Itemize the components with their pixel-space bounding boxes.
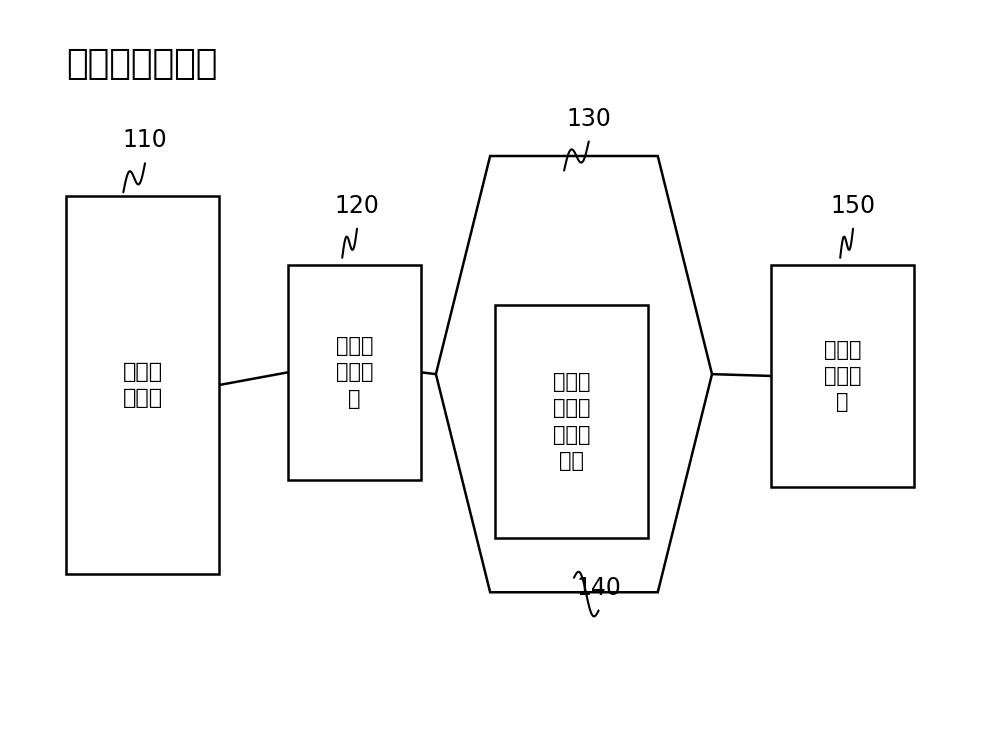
Bar [288,265,421,479]
Bar [771,265,914,487]
Bar [495,305,648,538]
Text: 110: 110 [123,128,167,153]
Text: 偏振编
码单元: 偏振编 码单元 [122,362,163,408]
Text: 130: 130 [566,107,611,130]
Text: 量子态编码装置: 量子态编码装置 [66,47,217,81]
Text: 150: 150 [830,194,876,218]
Text: 140: 140 [576,576,621,599]
Text: 120: 120 [335,194,379,218]
Text: 第一光
耦合单
元: 第一光 耦合单 元 [336,336,373,409]
Text: 第二光
耦合单
元: 第二光 耦合单 元 [824,339,861,412]
Text: 偏振转
时间相
位编码
单元: 偏振转 时间相 位编码 单元 [553,372,590,471]
Bar [66,196,219,574]
